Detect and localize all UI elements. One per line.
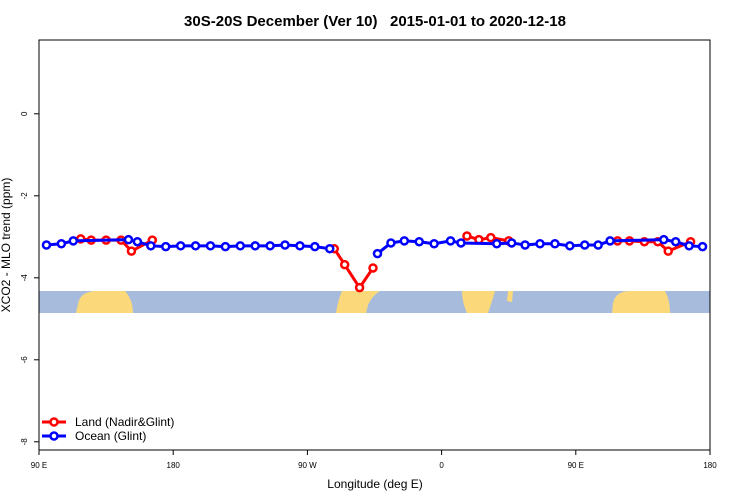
y-tick-label: -6 xyxy=(20,356,29,364)
legend-marker xyxy=(49,431,59,441)
x-tick-label: 90 W xyxy=(298,461,317,470)
x-tick-label: 180 xyxy=(167,461,181,470)
y-tick-label: -2 xyxy=(20,192,29,200)
data-point xyxy=(56,239,67,249)
data-point xyxy=(41,240,52,250)
data-point xyxy=(175,241,186,251)
data-point xyxy=(190,241,201,251)
data-point xyxy=(325,243,335,254)
y-tick-label: -8 xyxy=(20,438,29,446)
data-point xyxy=(146,241,156,251)
data-point xyxy=(123,234,134,245)
data-point xyxy=(205,241,216,251)
legend-label: Land (Nadir&Glint) xyxy=(75,415,174,429)
data-point xyxy=(386,238,396,248)
data-point xyxy=(414,236,424,247)
x-tick-label: 0 xyxy=(439,461,444,470)
data-point xyxy=(429,239,439,249)
data-point xyxy=(372,248,383,259)
x-tick-label: 180 xyxy=(703,461,717,470)
data-point xyxy=(339,259,350,270)
data-point xyxy=(492,239,502,249)
chart-title: 30S-20S December (Ver 10) 2015-01-01 to … xyxy=(184,13,566,30)
data-point xyxy=(697,241,708,252)
data-point xyxy=(132,236,143,247)
y-tick-label: 0 xyxy=(20,111,29,116)
data-point xyxy=(684,241,694,251)
data-point xyxy=(565,241,575,251)
surface-strip xyxy=(39,291,710,313)
data-point xyxy=(506,238,517,248)
data-point xyxy=(368,263,378,273)
data-point xyxy=(160,241,171,252)
data-point xyxy=(280,240,290,250)
plot-frame xyxy=(38,39,711,451)
data-point xyxy=(295,241,305,251)
data-point xyxy=(462,231,472,241)
data-point xyxy=(605,236,615,246)
legend-label: Ocean (Glint) xyxy=(75,429,146,443)
x-tick-label: 90 E xyxy=(31,461,47,470)
data-point xyxy=(486,232,496,243)
data-point xyxy=(235,241,246,251)
legend-marker xyxy=(49,417,59,427)
data-point xyxy=(265,241,275,251)
data-point xyxy=(535,239,545,249)
data-point xyxy=(579,240,590,250)
data-point xyxy=(399,236,410,246)
data-point xyxy=(663,246,673,256)
data-point xyxy=(220,241,231,252)
x-axis-label: Longitude (deg E) xyxy=(327,477,422,491)
data-point xyxy=(670,236,681,247)
data-point xyxy=(520,240,530,250)
data-point xyxy=(659,234,669,245)
data-point xyxy=(593,240,603,250)
data-point xyxy=(126,246,137,256)
y-tick-label: -4 xyxy=(20,274,29,282)
data-point xyxy=(68,236,79,246)
data-point xyxy=(354,282,365,293)
data-point xyxy=(445,236,456,246)
y-axis-label: XCO2 - MLO trend (ppm) xyxy=(0,178,13,313)
data-point xyxy=(456,238,466,248)
data-point xyxy=(250,241,260,251)
x-tick-label: 90 E xyxy=(568,461,584,470)
data-point xyxy=(310,241,320,252)
data-point xyxy=(550,239,560,249)
